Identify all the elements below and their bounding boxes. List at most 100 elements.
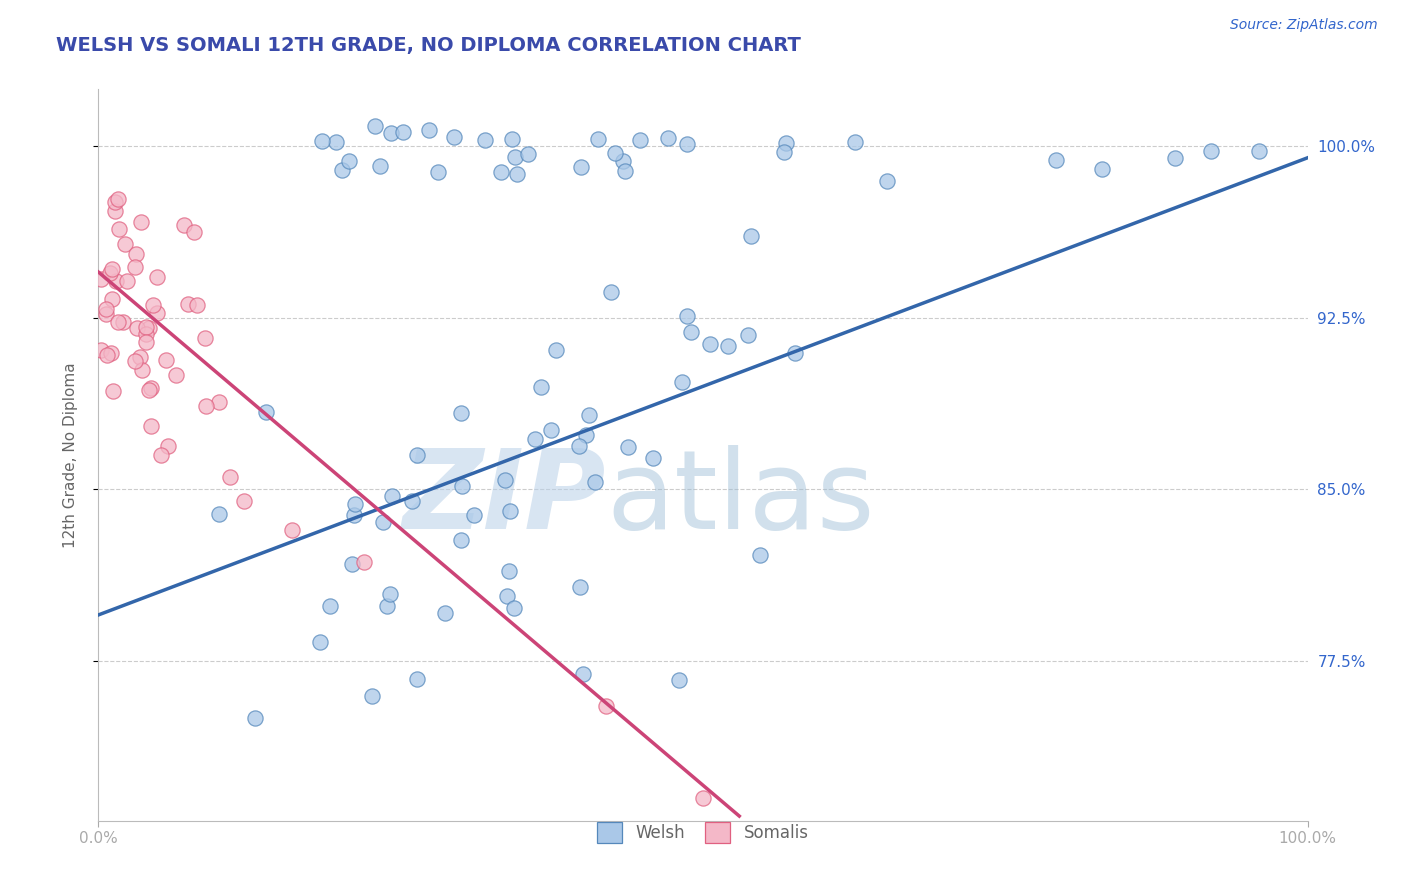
Point (657, 131, 679, 145)
Point (499, 504, 522, 518)
Point (371, 515, 394, 529)
Point (155, 352, 177, 367)
Point (105, 274, 128, 288)
Point (129, 351, 152, 365)
Point (90, 272, 112, 286)
Point (308, 635, 330, 649)
Point (96, 348, 118, 362)
Point (90, 343, 112, 358)
Point (681, 325, 703, 339)
Point (628, 133, 651, 147)
Point (418, 122, 440, 136)
Point (101, 261, 124, 276)
Point (375, 599, 398, 613)
Point (568, 580, 591, 594)
Point (401, 494, 423, 508)
Point (330, 163, 353, 178)
Point (131, 363, 153, 377)
Point (141, 419, 163, 434)
Point (575, 428, 598, 442)
Point (340, 557, 363, 571)
Point (177, 297, 200, 311)
Point (496, 589, 519, 603)
Point (489, 165, 512, 179)
Point (94, 301, 117, 316)
Point (208, 394, 231, 409)
Point (876, 173, 898, 187)
Point (218, 470, 240, 484)
Point (107, 315, 129, 329)
Point (600, 285, 623, 300)
Point (523, 432, 546, 446)
Point (353, 555, 375, 569)
Point (463, 508, 485, 522)
Point (1091, 161, 1114, 176)
Point (208, 507, 231, 521)
Point (186, 298, 208, 312)
Point (107, 192, 129, 206)
Point (165, 368, 187, 383)
Point (1163, 151, 1185, 165)
Point (337, 153, 360, 168)
Point (676, 310, 699, 324)
Point (138, 321, 160, 335)
Point (104, 194, 127, 209)
Point (194, 399, 217, 413)
Point (112, 314, 135, 328)
Point (378, 587, 401, 601)
Point (588, 132, 610, 146)
Point (717, 339, 740, 353)
Point (450, 406, 472, 420)
Point (135, 326, 157, 341)
Point (572, 667, 595, 681)
Point (232, 493, 254, 508)
Point (125, 321, 148, 335)
Point (433, 607, 456, 621)
Point (281, 524, 304, 538)
Point (368, 159, 391, 173)
Point (498, 564, 520, 578)
Point (451, 478, 474, 492)
Point (96, 307, 118, 321)
Point (124, 353, 146, 368)
Point (506, 167, 529, 181)
Point (380, 126, 402, 140)
Point (101, 292, 124, 306)
Point (426, 164, 449, 178)
Point (142, 298, 165, 312)
Point (380, 490, 402, 504)
Point (104, 203, 127, 218)
Point (107, 222, 129, 236)
Point (530, 379, 553, 393)
Point (173, 218, 195, 232)
Point (692, 790, 714, 805)
Point (773, 145, 796, 160)
Point (364, 119, 387, 133)
Point (613, 164, 636, 178)
Point (149, 448, 172, 462)
Point (1199, 144, 1222, 158)
Point (603, 146, 626, 161)
Point (114, 237, 136, 252)
Point (405, 448, 427, 462)
Point (344, 497, 367, 511)
Text: ZIP: ZIP (402, 445, 606, 552)
Point (138, 384, 160, 398)
Point (146, 306, 169, 320)
Point (785, 346, 807, 360)
Point (1249, 144, 1271, 158)
Point (194, 331, 217, 345)
Point (343, 508, 366, 522)
Point (749, 548, 772, 562)
Point (676, 136, 699, 151)
Point (135, 334, 157, 349)
Point (474, 133, 496, 147)
Point (502, 601, 524, 615)
Point (505, 151, 527, 165)
Point (443, 129, 465, 144)
Point (101, 384, 124, 398)
Point (392, 125, 415, 139)
Text: atlas: atlas (606, 445, 875, 552)
Point (612, 153, 634, 168)
Point (583, 475, 606, 489)
